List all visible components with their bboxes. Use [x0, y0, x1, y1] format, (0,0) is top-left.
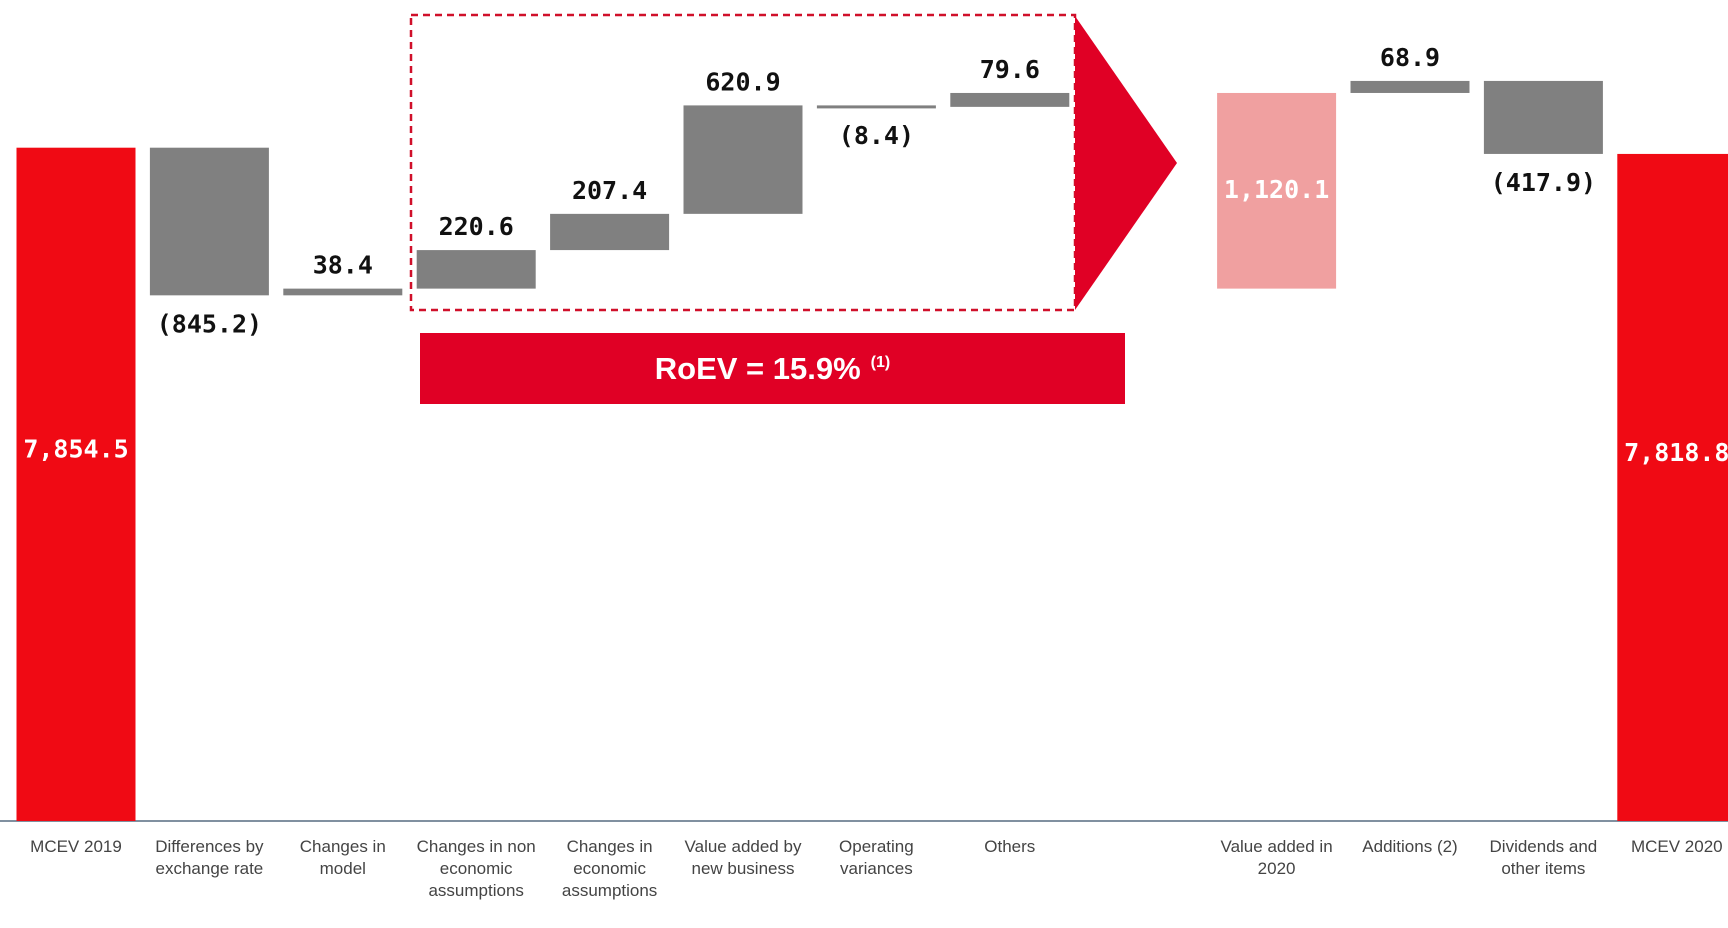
x-tick-label: MCEV 2019 — [30, 837, 122, 856]
x-tick-label: Changes in model — [299, 837, 386, 878]
arrow — [1075, 16, 1177, 310]
data-label: 79.6 — [980, 55, 1040, 84]
x-tick-label: Operating variances — [839, 837, 914, 878]
data-label: 7,818.8 — [1624, 438, 1728, 467]
x-tick-label: Dividends and other items — [1489, 837, 1598, 878]
data-label: (845.2) — [157, 309, 262, 338]
roev-banner: RoEV = 15.9% (1) — [420, 333, 1125, 404]
x-tick-label: Others — [984, 837, 1036, 856]
bar — [550, 213, 670, 251]
bar — [1350, 80, 1470, 93]
bar — [1483, 80, 1603, 154]
data-label: (417.9) — [1491, 168, 1596, 197]
data-label: (8.4) — [839, 121, 914, 150]
bar — [1217, 92, 1337, 289]
bar — [683, 105, 803, 214]
bar — [283, 288, 403, 296]
annotation-note: (1) — [870, 353, 891, 371]
x-tick-label: Changes in non economic assumptions — [416, 837, 536, 900]
bar — [16, 147, 136, 822]
bar — [149, 147, 269, 296]
annotation: RoEV = 15.9% — [654, 350, 861, 386]
x-tick-label: Differences by exchange rate — [155, 837, 264, 878]
bar — [950, 92, 1070, 107]
data-label: 220.6 — [439, 212, 514, 241]
x-tick-label: Value added by new business — [684, 837, 802, 878]
highlight-box — [409, 13, 1077, 312]
x-tick-label: Value added in 2020 — [1220, 837, 1333, 878]
data-label: 207.4 — [572, 176, 647, 205]
x-tick-label: Changes in economic assumptions — [561, 837, 658, 900]
data-label: 38.4 — [313, 251, 373, 280]
x-tick-label: MCEV 2020 — [1630, 837, 1723, 856]
bar — [1617, 153, 1728, 821]
data-label: 1,120.1 — [1224, 175, 1329, 204]
x-tick-label: Additions (2) — [1362, 837, 1458, 856]
data-label: 7,854.5 — [23, 435, 128, 464]
bar — [816, 105, 936, 109]
bar — [416, 250, 536, 289]
data-label: 68.9 — [1380, 43, 1440, 72]
data-label: 620.9 — [705, 67, 780, 96]
